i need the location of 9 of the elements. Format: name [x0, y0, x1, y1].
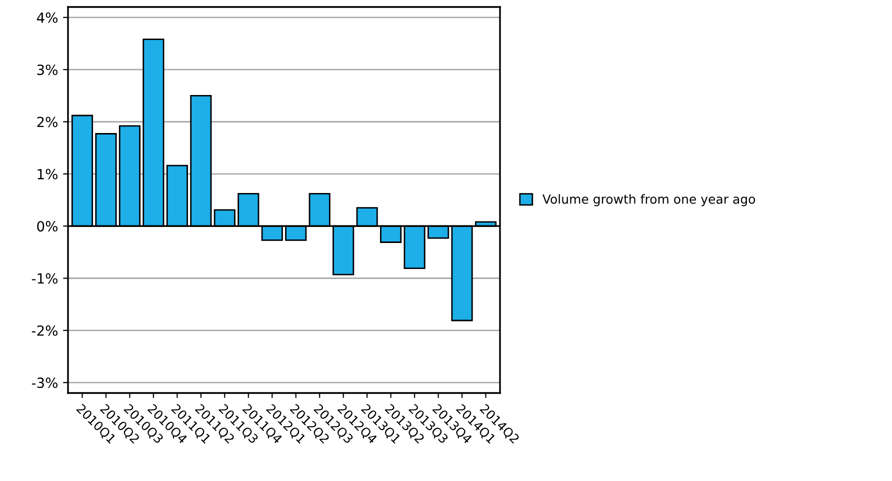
y-tick-label: -1% — [32, 273, 58, 284]
legend-label: Volume growth from one year ago — [542, 194, 756, 206]
y-tick-label: 4% — [36, 12, 58, 23]
y-tick-label: 2% — [37, 116, 58, 128]
y-tick-label: 3% — [37, 64, 58, 76]
y-tick-label: -3% — [32, 378, 58, 388]
y-tick-label: 0% — [37, 221, 58, 232]
y-tick-label: -2% — [32, 325, 58, 336]
y-tick-label: 1% — [38, 168, 58, 180]
